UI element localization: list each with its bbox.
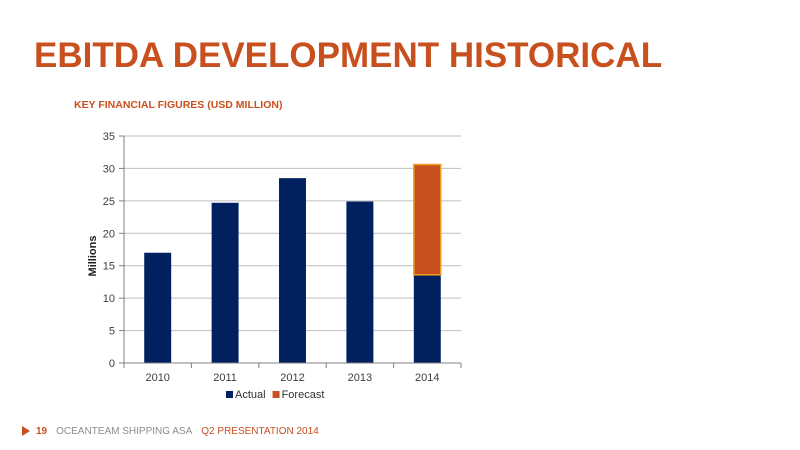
x-tick-label: 2011 [213, 372, 237, 384]
y-tick-label: 25 [103, 196, 115, 208]
y-axis-label: Millions [87, 236, 99, 277]
ebitda-bar-chart: 0 5 10 15 20 25 30 35 2010 2011 2012 2013 2014 Milli… [87, 131, 462, 401]
presentation-name: Q2 PRESENTATION 2014 [201, 425, 319, 437]
bar-actual-2011 [211, 202, 239, 363]
page-number: 19 [36, 425, 48, 437]
legend-swatch-forecast [272, 391, 280, 398]
company-name: OCEANTEAM SHIPPING ASA [56, 425, 193, 437]
x-tick-label: 2010 [145, 372, 169, 384]
bar-actual-2010 [144, 252, 172, 363]
bar-actual-2013 [346, 201, 374, 363]
chart-title: KEY FINANCIAL FIGURES (USD MILLION) [74, 99, 283, 111]
legend-label-actual: Actual [235, 389, 266, 401]
bars [144, 163, 442, 363]
legend-label-forecast: Forecast [282, 389, 325, 401]
slide-title: EBITDA DEVELOPMENT HISTORICAL [34, 36, 663, 75]
bar-forecast-2014 [413, 163, 442, 276]
x-tick-label: 2014 [415, 372, 439, 384]
legend: Actual Forecast [226, 389, 324, 401]
y-tick-label: 30 [103, 163, 115, 175]
footer: 19 OCEANTEAM SHIPPING ASA Q2 PRESENTATIO… [22, 424, 319, 438]
legend-swatch-actual [226, 391, 233, 398]
axes: 0 5 10 15 20 25 30 35 2010 2011 2012 2013 2014 [103, 131, 462, 384]
y-tick-label: 20 [103, 228, 115, 240]
y-tick-label: 10 [103, 293, 115, 305]
y-tick-label: 35 [103, 131, 115, 143]
bar-actual-2012 [279, 178, 306, 363]
y-tick-label: 0 [109, 358, 115, 370]
y-tick-label: 5 [109, 326, 115, 338]
x-tick-label: 2012 [280, 372, 304, 384]
y-tick-label: 15 [103, 261, 115, 273]
bar-actual-2014 [413, 274, 441, 363]
footer-arrow-icon [22, 426, 30, 436]
x-tick-label: 2013 [348, 372, 372, 384]
